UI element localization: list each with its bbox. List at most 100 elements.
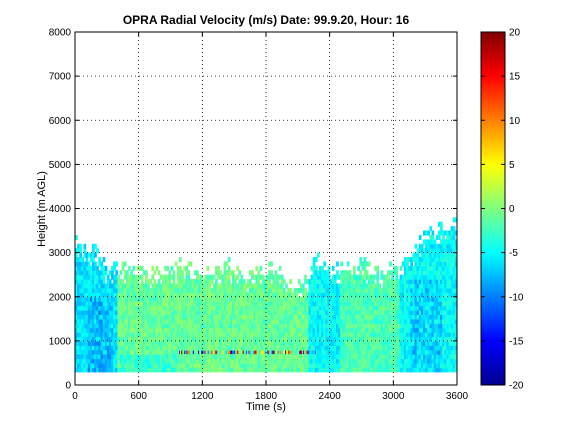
velocity-cell <box>367 349 371 355</box>
velocity-cell <box>384 354 388 360</box>
velocity-cell <box>159 301 163 307</box>
velocity-cell <box>274 354 278 360</box>
velocity-cell <box>89 323 93 329</box>
velocity-cell <box>454 336 457 342</box>
velocity-cell <box>401 318 405 324</box>
velocity-cell <box>310 314 314 320</box>
velocity-cell <box>278 332 282 338</box>
velocity-cell <box>304 301 307 307</box>
velocity-cell <box>416 340 420 346</box>
velocity-cell <box>357 340 360 346</box>
velocity-cell <box>401 323 405 329</box>
velocity-cell <box>170 367 174 373</box>
velocity-cell <box>355 367 358 373</box>
velocity-cell <box>282 301 286 307</box>
velocity-cell <box>348 323 352 329</box>
velocity-cell <box>246 358 250 364</box>
velocity-cell <box>454 274 457 280</box>
velocity-cell <box>138 362 142 368</box>
velocity-cell <box>302 283 305 289</box>
velocity-cell <box>293 292 297 298</box>
velocity-cell <box>312 261 316 267</box>
velocity-cell <box>454 367 457 373</box>
velocity-cell <box>77 336 80 342</box>
velocity-cell <box>321 301 324 307</box>
velocity-cell <box>412 354 416 360</box>
velocity-cell <box>278 358 282 364</box>
velocity-cell <box>257 345 261 351</box>
velocity-cell <box>278 336 282 342</box>
velocity-cell <box>96 358 99 364</box>
velocity-cell <box>270 345 273 351</box>
velocity-cell <box>395 336 399 342</box>
velocity-cell <box>333 287 337 293</box>
velocity-cell <box>374 265 377 271</box>
velocity-cell <box>376 354 380 360</box>
velocity-cell <box>111 287 114 293</box>
velocity-cell <box>346 314 350 320</box>
velocity-cell <box>174 358 178 364</box>
velocity-cell <box>338 287 341 293</box>
velocity-cell <box>261 350 263 355</box>
velocity-cell <box>444 296 447 302</box>
velocity-cell <box>393 340 397 346</box>
velocity-cell <box>278 292 282 298</box>
velocity-cell <box>259 305 263 311</box>
velocity-cell <box>312 265 316 271</box>
velocity-cell <box>353 287 356 293</box>
velocity-cell <box>291 349 295 355</box>
velocity-cell <box>344 292 348 298</box>
velocity-cell <box>342 354 346 360</box>
velocity-cell <box>433 274 437 280</box>
velocity-cell <box>399 301 403 307</box>
velocity-cell <box>79 345 82 351</box>
velocity-cell <box>176 296 180 302</box>
velocity-cell <box>268 279 271 285</box>
velocity-cell <box>153 323 157 329</box>
velocity-cell <box>87 261 91 267</box>
velocity-cell <box>412 301 416 307</box>
velocity-cell <box>123 354 127 360</box>
velocity-cell <box>223 283 227 289</box>
velocity-cell <box>314 292 318 298</box>
velocity-cell <box>195 314 199 320</box>
velocity-cell <box>204 349 208 355</box>
velocity-cell <box>151 309 155 315</box>
velocity-cell <box>219 318 223 324</box>
velocity-cell <box>378 362 382 368</box>
velocity-cell <box>454 292 457 298</box>
velocity-cell <box>444 252 447 258</box>
velocity-cell <box>145 309 148 315</box>
velocity-cell <box>327 292 331 298</box>
velocity-cell <box>147 318 150 324</box>
velocity-cell <box>452 239 456 245</box>
velocity-cell <box>319 296 322 302</box>
velocity-cell <box>442 362 445 368</box>
velocity-cell <box>83 362 87 368</box>
velocity-cell <box>412 327 416 333</box>
velocity-cell <box>425 354 428 360</box>
velocity-cell <box>414 270 418 276</box>
velocity-cell <box>172 358 176 364</box>
velocity-cell <box>75 358 78 364</box>
velocity-cell <box>270 292 273 298</box>
velocity-cell <box>125 358 129 364</box>
velocity-cell <box>181 354 184 360</box>
velocity-cell <box>263 327 267 333</box>
velocity-cell <box>344 362 348 368</box>
velocity-cell <box>376 349 380 355</box>
velocity-cell <box>393 314 397 320</box>
velocity-cell <box>234 332 237 338</box>
velocity-cell <box>111 265 114 271</box>
velocity-cell <box>429 287 433 293</box>
velocity-cell <box>208 362 212 368</box>
velocity-cell <box>440 349 443 355</box>
velocity-cell <box>266 296 269 302</box>
velocity-cell <box>312 301 316 307</box>
velocity-cell <box>96 336 99 342</box>
velocity-cell <box>102 318 106 324</box>
velocity-cell <box>316 270 320 276</box>
velocity-cell <box>403 265 407 271</box>
velocity-cell <box>416 336 420 342</box>
